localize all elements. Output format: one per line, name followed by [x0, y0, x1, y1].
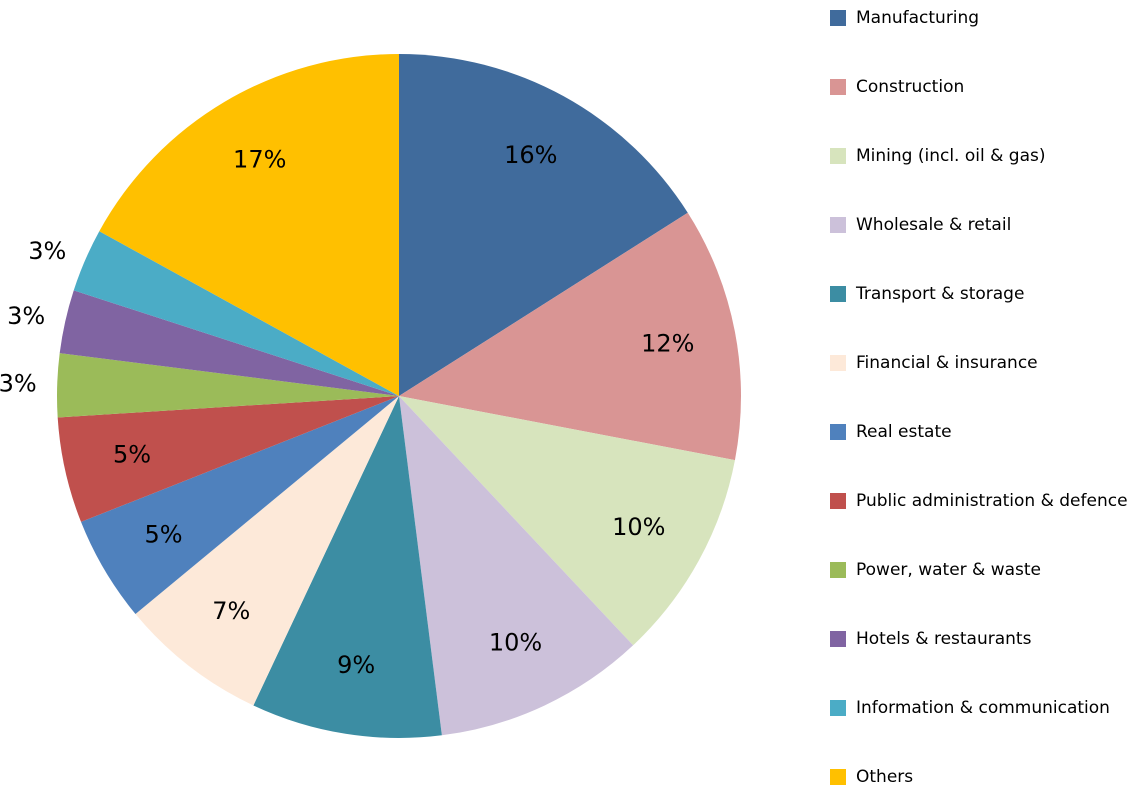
- legend-swatch: [830, 769, 846, 785]
- data-label: 12%: [641, 330, 694, 358]
- legend-label: Mining (incl. oil & gas): [856, 146, 1045, 166]
- legend-label: Transport & storage: [855, 284, 1024, 304]
- legend-swatch: [830, 493, 846, 509]
- pie-slice: [57, 396, 399, 522]
- legend-label: Information & communication: [856, 698, 1110, 718]
- data-label: 7%: [212, 597, 250, 625]
- pie-slice: [73, 231, 399, 396]
- data-label: 10%: [489, 629, 542, 657]
- legend-swatch: [830, 424, 846, 440]
- legend-swatch: [830, 286, 846, 302]
- pie-slice: [99, 54, 400, 396]
- data-label: 10%: [612, 513, 665, 541]
- legend-swatch: [830, 148, 846, 164]
- legend-swatch: [830, 355, 846, 371]
- legend-label: Wholesale & retail: [856, 215, 1011, 235]
- data-label: 3%: [28, 237, 66, 265]
- pie-slice: [399, 212, 742, 461]
- legend-swatch: [830, 631, 846, 647]
- data-label: 3%: [7, 302, 45, 330]
- pie-slice: [253, 396, 442, 738]
- legend-label: Financial & insurance: [856, 353, 1038, 373]
- data-label: 16%: [504, 141, 557, 169]
- data-label: 5%: [144, 520, 182, 548]
- legend-swatch: [830, 79, 846, 95]
- legend-label: Power, water & waste: [856, 560, 1041, 580]
- pie-slice: [399, 54, 688, 396]
- pie-slice: [81, 396, 399, 614]
- legend-swatch: [830, 217, 846, 233]
- pie-slice: [59, 290, 399, 396]
- legend-label: Real estate: [856, 422, 952, 442]
- pie-slice: [399, 396, 634, 736]
- pie-slice: [135, 396, 399, 706]
- data-label: 5%: [113, 441, 151, 469]
- legend-swatch: [830, 562, 846, 578]
- legend-label: Others: [856, 767, 913, 787]
- legend-label: Public administration & defence: [856, 491, 1128, 511]
- data-label: 17%: [233, 146, 286, 174]
- legend-label: Hotels & restaurants: [856, 629, 1032, 649]
- legend-swatch: [830, 700, 846, 716]
- data-label: 9%: [337, 651, 375, 679]
- legend-swatch: [830, 10, 846, 26]
- pie-slice: [57, 353, 400, 418]
- pie-slice: [399, 396, 735, 646]
- data-label: 3%: [0, 370, 37, 398]
- legend-label: Construction: [856, 77, 964, 97]
- legend-label: Manufacturing: [856, 8, 979, 28]
